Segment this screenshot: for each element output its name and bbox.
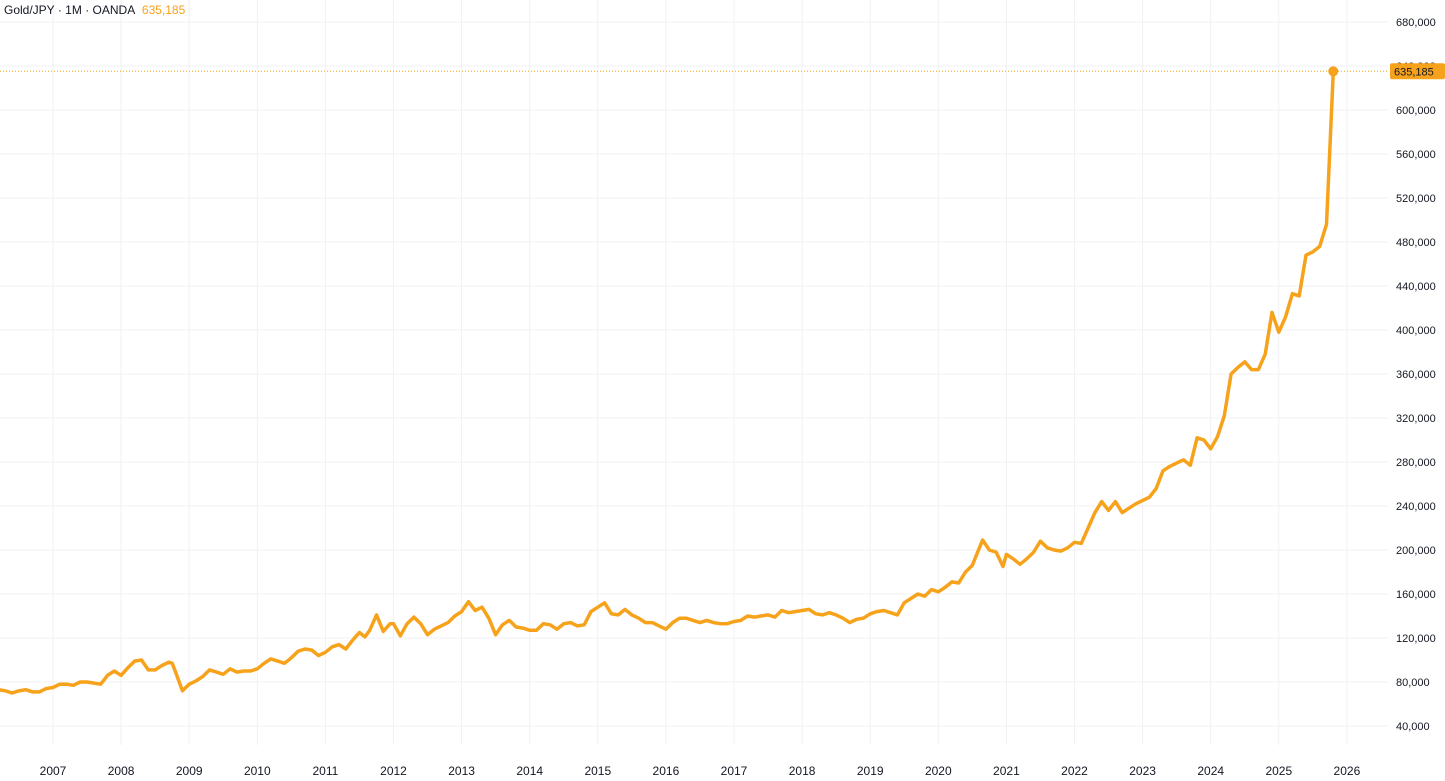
last-price-dot[interactable] — [1328, 66, 1339, 77]
x-tick-label: 2009 — [176, 764, 203, 778]
y-tick-label: 520,000 — [1396, 193, 1436, 205]
interval-label[interactable]: 1M — [65, 3, 82, 17]
last-price-tag — [1390, 63, 1445, 80]
y-tick-label: 320,000 — [1396, 413, 1436, 425]
y-tick-label: 400,000 — [1396, 325, 1436, 337]
chart-grid — [0, 0, 1388, 745]
last-price-tag-label: 635,185 — [1394, 66, 1434, 78]
x-tick-label: 2020 — [925, 764, 952, 778]
x-tick-label: 2013 — [448, 764, 475, 778]
x-tick-label: 2010 — [244, 764, 271, 778]
y-axis[interactable]: 40,000 80,000 120,000 160,000 200,000 240,000… — [1396, 17, 1436, 733]
last-price-layer: 635,185 — [0, 63, 1445, 80]
x-tick-label: 2007 — [40, 764, 67, 778]
price-series-line[interactable] — [0, 69, 1336, 695]
y-tick-label: 160,000 — [1396, 589, 1436, 601]
x-tick-label: 2017 — [721, 764, 748, 778]
x-tick-label: 2018 — [789, 764, 816, 778]
y-tick-label: 560,000 — [1396, 149, 1436, 161]
y-tick-label: 600,000 — [1396, 105, 1436, 117]
y-tick-label: 240,000 — [1396, 501, 1436, 513]
y-tick-label: 120,000 — [1396, 633, 1436, 645]
x-tick-label: 2019 — [857, 764, 884, 778]
legend-separator: · — [85, 3, 90, 17]
x-tick-label: 2016 — [653, 764, 680, 778]
x-axis[interactable]: 2007 2008 2009 2010 2011 2012 2013 2014 2015 2016… — [40, 764, 1361, 778]
x-tick-label: 2026 — [1334, 764, 1361, 778]
series-layer — [0, 69, 1336, 695]
x-tick-label: 2008 — [108, 764, 135, 778]
y-tick-label: 40,000 — [1396, 721, 1430, 733]
y-tick-label: 80,000 — [1396, 677, 1430, 689]
last-price-label: 635,185 — [141, 3, 186, 17]
x-tick-label: 2021 — [993, 764, 1020, 778]
y-tick-label: 680,000 — [1396, 17, 1436, 29]
y-tick-label: 440,000 — [1396, 281, 1436, 293]
x-tick-label: 2011 — [312, 764, 338, 778]
x-tick-label: 2012 — [380, 764, 407, 778]
y-tick-label: 280,000 — [1396, 457, 1436, 469]
symbol-label[interactable]: Gold/JPY — [4, 3, 55, 17]
chart-legend: Gold/JPY · 1M · OANDA 635,185 — [4, 3, 185, 17]
y-tick-label: 480,000 — [1396, 237, 1436, 249]
legend-separator: · — [57, 3, 62, 17]
x-tick-label: 2023 — [1129, 764, 1156, 778]
x-tick-label: 2024 — [1197, 764, 1224, 778]
y-tick-label: 200,000 — [1396, 545, 1436, 557]
x-tick-label: 2014 — [516, 764, 543, 778]
x-tick-label: 2015 — [584, 764, 611, 778]
source-label: OANDA — [92, 3, 135, 17]
x-tick-label: 2025 — [1265, 764, 1292, 778]
y-tick-label: 360,000 — [1396, 369, 1436, 381]
x-tick-label: 2022 — [1061, 764, 1088, 778]
